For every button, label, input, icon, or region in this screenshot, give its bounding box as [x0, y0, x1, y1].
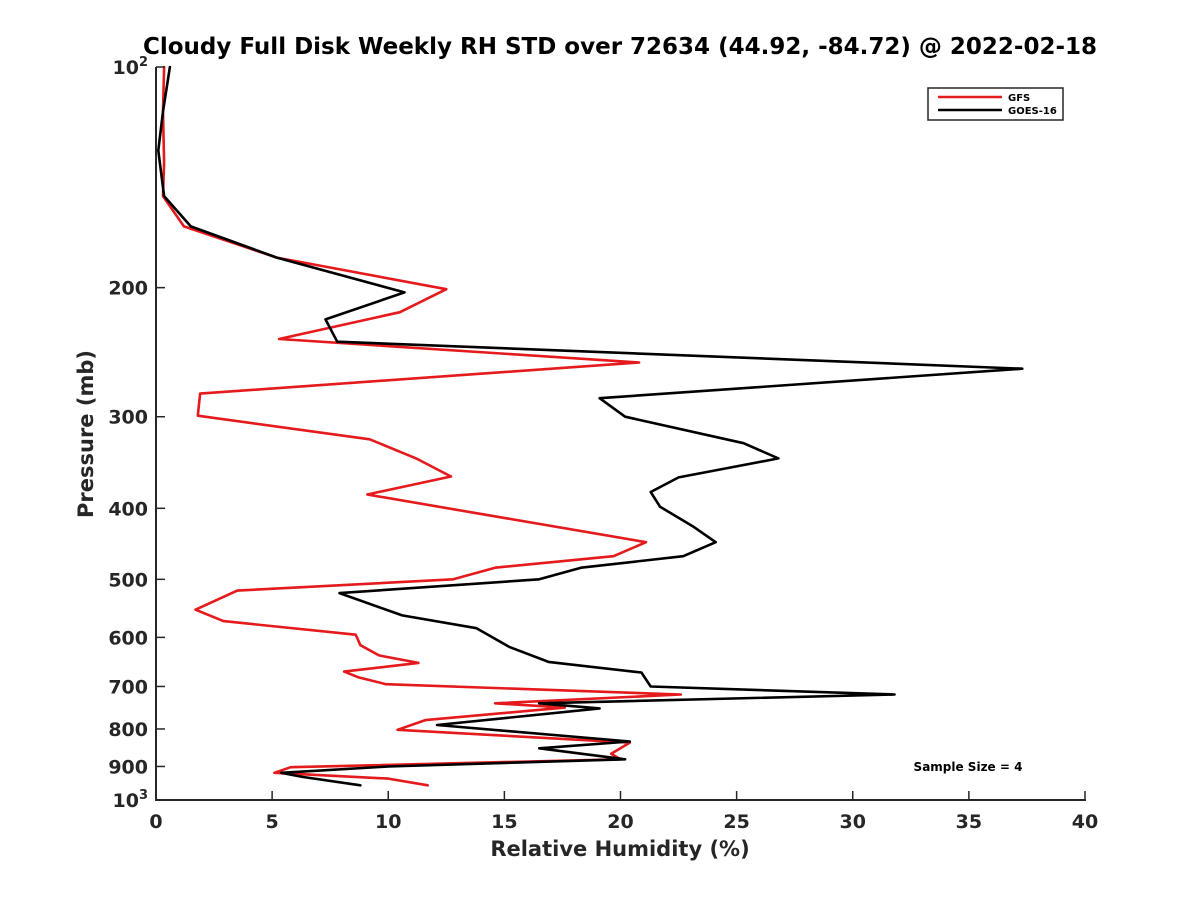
- x-tick-label: 40: [1072, 811, 1098, 833]
- sample-size-annotation: Sample Size = 4: [914, 760, 1023, 774]
- legend-label-gfs: GFS: [1008, 93, 1030, 104]
- chart-title: Cloudy Full Disk Weekly RH STD over 7263…: [143, 34, 1097, 60]
- x-tick-label: 15: [491, 811, 517, 833]
- x-ticks: 0 5 10 15 20 25 30 35 40: [149, 791, 1098, 833]
- x-tick-label: 25: [723, 811, 749, 833]
- y-tick-label: 400: [108, 498, 148, 520]
- series-line-gfs: [161, 65, 683, 787]
- y-tick-label: 200: [108, 278, 148, 300]
- y-tick-label: 500: [108, 569, 148, 591]
- legend: GFS GOES-16: [927, 87, 1064, 121]
- y-axis-label: Pressure (mb): [74, 350, 98, 518]
- y-tick-label: 103: [113, 788, 149, 812]
- y-tick-label: 900: [108, 756, 148, 778]
- y-tick-label: 800: [108, 719, 148, 741]
- y-ticks: 102 200 300 400 500 600 700 800 900 103: [108, 55, 165, 812]
- x-tick-label: 20: [607, 811, 633, 833]
- y-tick-label: 700: [108, 676, 148, 698]
- x-tick-label: 5: [266, 811, 279, 833]
- y-tick-label: 300: [108, 407, 148, 429]
- y-tick-label: 102: [113, 55, 149, 79]
- x-tick-label: 0: [149, 811, 162, 833]
- x-tick-label: 30: [840, 811, 866, 833]
- series-line-goes-16: [157, 65, 1024, 787]
- legend-box: [927, 87, 1064, 121]
- x-tick-label: 35: [956, 811, 982, 833]
- series-layer: [157, 65, 1024, 787]
- x-tick-label: 10: [375, 811, 401, 833]
- legend-label-goes16: GOES-16: [1008, 106, 1057, 117]
- y-tick-label: 600: [108, 627, 148, 649]
- x-axis-label: Relative Humidity (%): [490, 837, 749, 861]
